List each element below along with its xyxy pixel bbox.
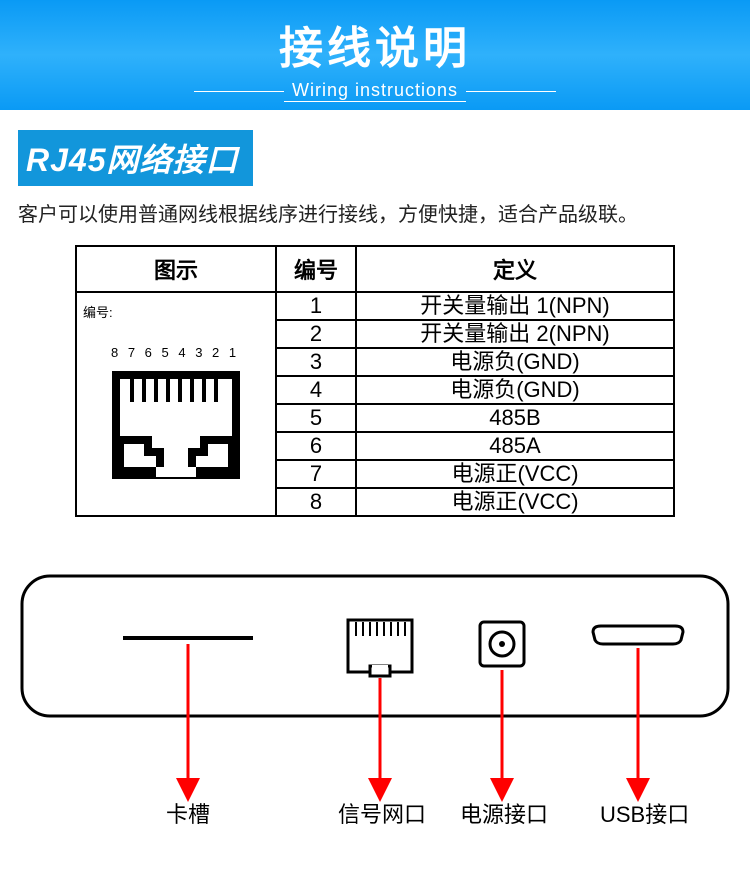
device-diagram: 卡槽 信号网口 电源接口 USB接口 — [18, 572, 732, 832]
port-label-slot: 卡槽 — [166, 797, 210, 829]
banner-title-cn: 接线说明 — [0, 12, 750, 76]
pin-def: 开关量输出 1(NPN) — [356, 292, 674, 320]
pinout-table: 图示 编号 定义 编号: 8 7 6 5 4 3 2 1 — [75, 245, 675, 517]
pin-def: 电源负(GND) — [356, 376, 674, 404]
pin-def: 电源正(VCC) — [356, 488, 674, 516]
port-label-power: 电源接口 — [460, 797, 548, 829]
device-rj45-icon — [348, 620, 412, 676]
pin-def: 485B — [356, 404, 674, 432]
device-svg — [18, 572, 732, 832]
device-usb-icon — [593, 626, 683, 644]
pinout-table-wrap: 图示 编号 定义 编号: 8 7 6 5 4 3 2 1 — [75, 245, 675, 517]
header-banner: 接线说明 Wiring instructions — [0, 0, 750, 110]
diagram-pin-numbers: 8 7 6 5 4 3 2 1 — [111, 340, 269, 366]
pin-def: 485A — [356, 432, 674, 460]
banner-line-right — [466, 91, 556, 92]
pin-num: 8 — [276, 488, 356, 516]
banner-line-left — [194, 91, 284, 92]
pin-num: 3 — [276, 348, 356, 376]
pin-def: 电源正(VCC) — [356, 460, 674, 488]
pin-num: 1 — [276, 292, 356, 320]
diagram-label: 编号: — [83, 305, 113, 320]
pin-num: 4 — [276, 376, 356, 404]
section-description: 客户可以使用普通网线根据线序进行接线，方便快捷，适合产品级联。 — [18, 198, 732, 227]
pinout-header-num: 编号 — [276, 246, 356, 292]
pinout-diagram-cell: 编号: 8 7 6 5 4 3 2 1 — [76, 292, 276, 516]
pin-def: 开关量输出 2(NPN) — [356, 320, 674, 348]
pin-num: 5 — [276, 404, 356, 432]
pinout-header-def: 定义 — [356, 246, 674, 292]
device-power-icon — [480, 622, 524, 666]
pin-def: 电源负(GND) — [356, 348, 674, 376]
banner-title-en: Wiring instructions — [284, 80, 466, 102]
pin-num: 7 — [276, 460, 356, 488]
banner-subtitle-wrap: Wiring instructions — [0, 80, 750, 102]
pinout-header-diagram: 图示 — [76, 246, 276, 292]
port-label-usb: USB接口 — [600, 797, 689, 829]
port-label-rj45: 信号网口 — [338, 797, 426, 829]
section-tag: RJ45网络接口 — [18, 130, 253, 186]
rj45-icon — [106, 370, 246, 480]
pin-num: 2 — [276, 320, 356, 348]
pin-num: 6 — [276, 432, 356, 460]
